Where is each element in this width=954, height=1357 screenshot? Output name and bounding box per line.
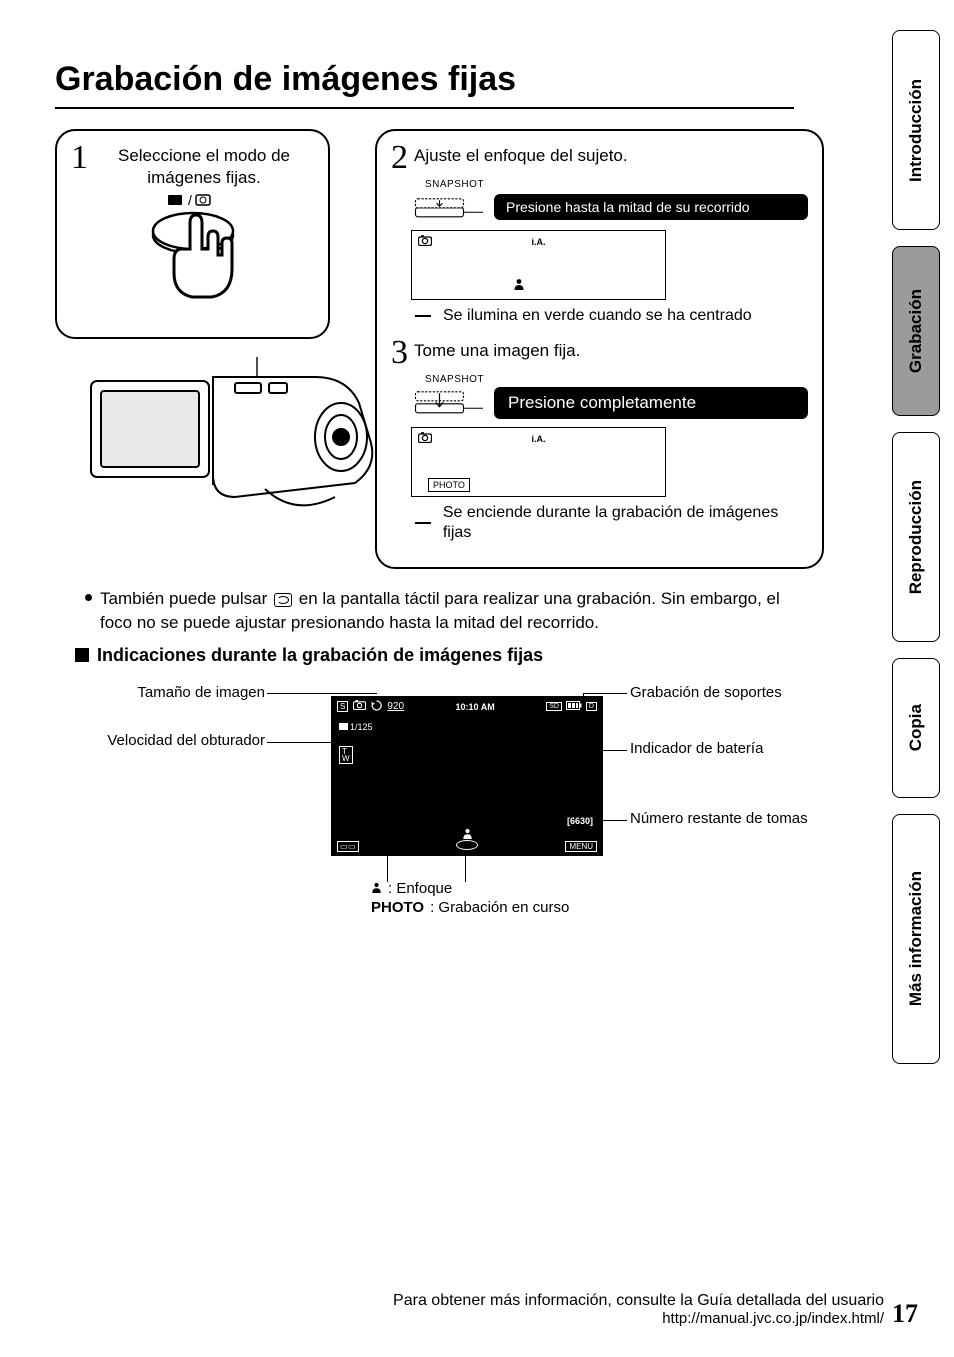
step-2-caption: Se ilumina en verde cuando se ha centrad…	[443, 306, 752, 326]
shots-remaining-value: [6630]	[567, 816, 593, 826]
bullet-icon	[85, 594, 92, 601]
shutter-speed-value: 1/125	[339, 722, 373, 732]
camera-icon	[418, 235, 432, 249]
clock-value: 10:10 AM	[456, 702, 495, 712]
tab-grabacion[interactable]: Grabación	[892, 246, 940, 416]
side-tabs: Introducción Grabación Reproducción Copi…	[892, 30, 940, 1064]
snapshot-label-2: SNAPSHOT	[425, 179, 808, 190]
footer-line1: Para obtener más información, consulte l…	[0, 1292, 884, 1310]
legend-recording: : Grabación en curso	[430, 899, 569, 916]
callout-shots-remaining: Número restante de tomas	[630, 810, 808, 829]
callout-image-size: Tamaño de imagen	[95, 684, 265, 703]
footer-url: http://manual.jvc.co.jp/index.html/	[0, 1310, 884, 1327]
image-size-value: 920	[387, 701, 404, 712]
page-footer: Para obtener más información, consulte l…	[0, 1292, 954, 1327]
step-2-text: Ajuste el enfoque del sujeto.	[414, 141, 628, 167]
bullet-note-text: También puede pulsar en la pantalla táct…	[100, 587, 814, 635]
legend-focus: : Enfoque	[388, 880, 452, 897]
steps-2-3-box: 2 Ajuste el enfoque del sujeto. SNAPSHOT…	[375, 129, 824, 569]
page-title: Grabación de imágenes fijas	[55, 60, 794, 109]
half-press-pill: Presione hasta la mitad de su recorrido	[494, 194, 808, 220]
step-1-text: Seleccione el modo de imágenes fijas.	[94, 141, 314, 189]
step-3-number: 3	[391, 336, 408, 370]
legend-photo-label: PHOTO	[371, 899, 424, 916]
s-badge-icon: S	[337, 701, 348, 712]
square-bullet-icon	[75, 648, 89, 662]
sd-badge-icon: SD	[546, 702, 562, 711]
step-1-box: 1 Seleccione el modo de imágenes fijas. …	[55, 129, 330, 339]
step-3-text: Tome una imagen fija.	[414, 336, 580, 362]
tab-label: Copia	[906, 690, 926, 765]
timer-icon	[371, 700, 382, 714]
lcd-screen: S 920 10:10 AM SD D	[331, 696, 603, 856]
callout-recording-media: Grabación de soportes	[630, 684, 782, 703]
lcd-mini-2: i.A.	[411, 230, 666, 300]
shutter-full-press-icon	[411, 388, 486, 418]
tab-mas-informacion[interactable]: Más información	[892, 814, 940, 1064]
tab-label: Introducción	[906, 65, 926, 196]
tab-label: Más información	[906, 857, 926, 1020]
camera-icon	[353, 700, 366, 713]
person-icon	[371, 881, 382, 896]
mode-switch-illustration: /	[108, 193, 278, 323]
d-badge-icon: D	[586, 702, 597, 711]
page-number: 17	[892, 1299, 918, 1329]
callout-shutter-speed: Velocidad del obturador	[95, 732, 265, 751]
shutter-half-press-icon	[411, 192, 486, 222]
lcd-callout-diagram: Tamaño de imagen Velocidad del obturador…	[105, 680, 825, 940]
callout-battery: Indicador de batería	[630, 740, 763, 759]
tab-label: Grabación	[906, 275, 926, 387]
full-press-pill: Presione completamente	[494, 387, 808, 419]
tab-label: Reproducción	[906, 466, 926, 608]
bullet-note: También puede pulsar en la pantalla táct…	[85, 587, 814, 635]
touch-shutter-icon	[274, 593, 292, 607]
rec-badge-icon: ▭▭	[337, 841, 359, 852]
photo-label: PHOTO	[428, 478, 470, 492]
step-3-caption: Se enciende durante la grabación de imág…	[443, 503, 808, 543]
subsection-text: Indicaciones durante la grabación de imá…	[97, 645, 543, 666]
step-1-number: 1	[71, 141, 88, 175]
ia-label: i.A.	[531, 237, 545, 247]
tab-copia[interactable]: Copia	[892, 658, 940, 798]
lcd-mini-3: i.A. PHOTO	[411, 427, 666, 497]
menu-badge: MENU	[565, 841, 597, 852]
svg-text:/: /	[188, 193, 192, 208]
zoom-tw-icon: T W	[339, 746, 353, 764]
camcorder-illustration	[85, 357, 365, 532]
step-2-number: 2	[391, 141, 408, 175]
person-icon	[513, 278, 525, 293]
tab-introduccion[interactable]: Introducción	[892, 30, 940, 230]
diagram-row: 1 Seleccione el modo de imágenes fijas. …	[55, 129, 824, 569]
snapshot-label-3: SNAPSHOT	[425, 374, 808, 385]
lcd-legend: : Enfoque PHOTO : Grabación en curso	[371, 878, 569, 918]
subsection-heading: Indicaciones durante la grabación de imá…	[75, 645, 924, 666]
camera-icon	[418, 432, 432, 446]
ia-label: i.A.	[531, 434, 545, 444]
tab-reproduccion[interactable]: Reproducción	[892, 432, 940, 642]
